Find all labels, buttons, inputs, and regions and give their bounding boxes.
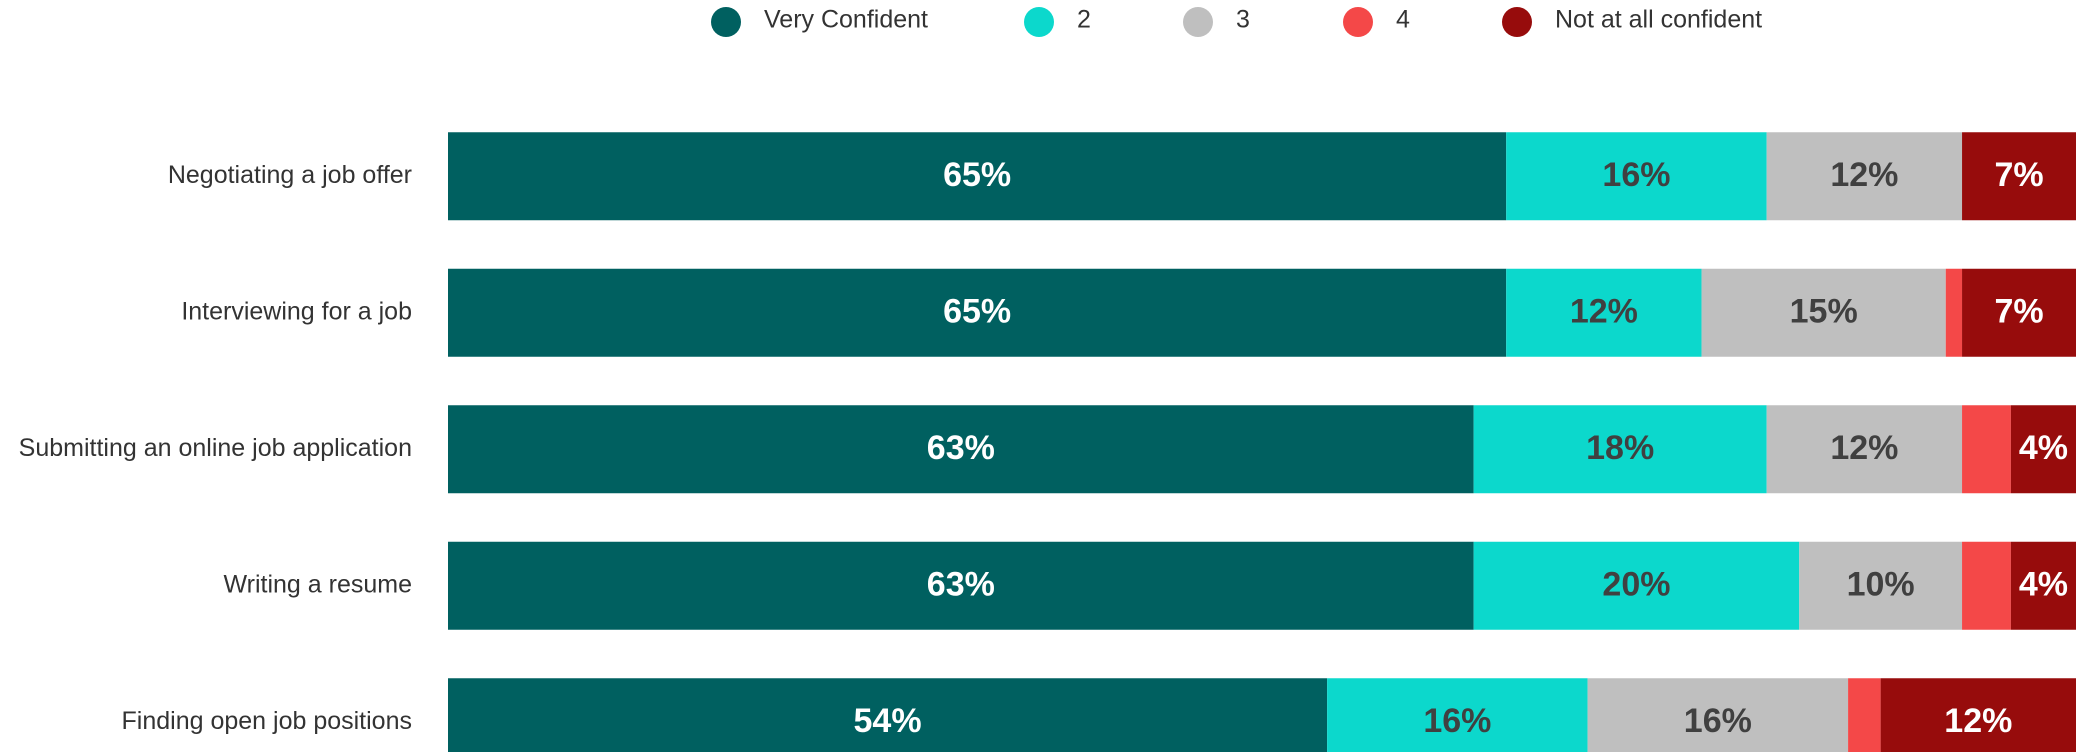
category-label: Submitting an online job application <box>19 434 412 462</box>
bar-segment <box>1962 268 2076 357</box>
value-label: 12% <box>1944 702 2012 740</box>
bar-segment <box>2010 541 2076 630</box>
value-label: 65% <box>943 156 1011 194</box>
bar-segment <box>448 678 1328 752</box>
value-label: 16% <box>1684 702 1752 740</box>
legend-swatch <box>1183 7 1213 37</box>
bar-segment <box>1962 405 2011 494</box>
value-label: 20% <box>1602 566 1670 604</box>
value-label: 18% <box>1586 429 1654 467</box>
category-label: Negotiating a job offer <box>168 161 412 189</box>
legend-swatch <box>1024 7 1054 37</box>
bar-segment <box>448 541 1474 630</box>
value-label: 12% <box>1830 156 1898 194</box>
value-label: 16% <box>1423 702 1491 740</box>
bar-segment <box>2010 405 2076 494</box>
legend-swatch <box>711 7 741 37</box>
bar-segment <box>1962 132 2076 221</box>
value-label: 65% <box>943 293 1011 331</box>
legend-label: Very Confident <box>764 6 928 34</box>
bar-segment <box>448 268 1507 357</box>
bar-segment <box>1506 132 1767 221</box>
legend-label: 4 <box>1396 6 1410 34</box>
category-label: Interviewing for a job <box>181 297 412 325</box>
value-label: 16% <box>1602 156 1670 194</box>
value-label: 10% <box>1847 566 1915 604</box>
bar-segment <box>1327 678 1588 752</box>
value-label: 63% <box>927 566 995 604</box>
bar-segment <box>1799 541 1963 630</box>
value-label: 7% <box>1994 156 2043 194</box>
value-label: 54% <box>854 702 922 740</box>
bar-segment <box>1587 678 1849 752</box>
value-label: 12% <box>1570 293 1638 331</box>
category-label: Writing a resume <box>224 570 413 598</box>
category-label: Finding open job positions <box>122 707 412 735</box>
bar-segment <box>1945 268 1963 357</box>
bar-segment <box>1962 541 2011 630</box>
bar-segment <box>1766 132 1963 221</box>
bar-segment <box>1473 541 1800 630</box>
bar-segment <box>1506 268 1702 357</box>
bar-segment <box>1766 405 1963 494</box>
bar-segment <box>1880 678 2076 752</box>
value-label: 63% <box>927 429 995 467</box>
legend-swatch <box>1343 7 1373 37</box>
value-label: 15% <box>1790 293 1858 331</box>
legend-label: Not at all confident <box>1555 6 1762 34</box>
value-label: 12% <box>1830 429 1898 467</box>
bar-segment <box>1701 268 1946 357</box>
value-label: 7% <box>1994 293 2043 331</box>
bar-segment <box>448 132 1507 221</box>
legend-label: 3 <box>1236 6 1250 34</box>
bar-segment <box>1473 405 1767 494</box>
legend-swatch <box>1502 7 1532 37</box>
value-label: 4% <box>2019 566 2068 604</box>
value-label: 4% <box>2019 429 2068 467</box>
legend-label: 2 <box>1077 6 1091 34</box>
bar-segment <box>448 405 1474 494</box>
bar-segment <box>1848 678 1881 752</box>
